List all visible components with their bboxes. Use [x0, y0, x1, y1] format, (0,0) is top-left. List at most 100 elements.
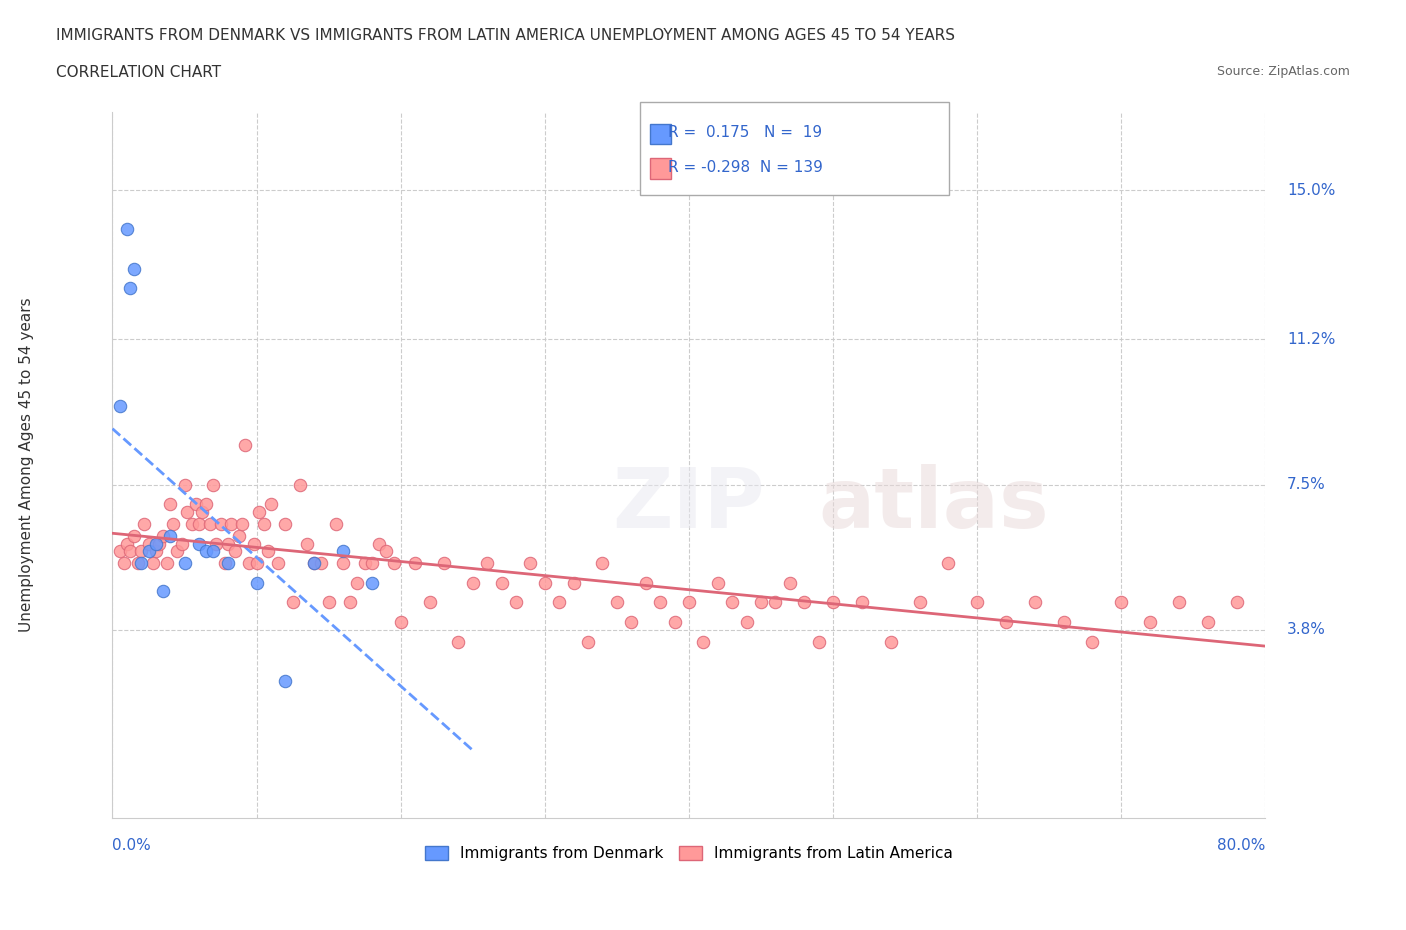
Point — [1139, 615, 1161, 630]
Point — [156, 556, 179, 571]
Point — [1197, 615, 1219, 630]
Point — [184, 497, 207, 512]
Point — [620, 615, 643, 630]
Point — [191, 505, 214, 520]
Point — [214, 556, 236, 571]
Point — [202, 477, 225, 492]
Point — [1111, 595, 1133, 610]
Point — [851, 595, 873, 610]
Text: R = -0.298  N = 139: R = -0.298 N = 139 — [668, 160, 823, 175]
Point — [721, 595, 744, 610]
Point — [505, 595, 527, 610]
Point — [142, 556, 165, 571]
Legend: Immigrants from Denmark, Immigrants from Latin America: Immigrants from Denmark, Immigrants from… — [419, 840, 959, 868]
Point — [217, 536, 239, 551]
Point — [908, 595, 931, 610]
Point — [159, 528, 181, 543]
Point — [735, 615, 758, 630]
Point — [159, 497, 181, 512]
Point — [491, 576, 513, 591]
Point — [127, 556, 149, 571]
Point — [707, 576, 730, 591]
Point — [1024, 595, 1046, 610]
Point — [419, 595, 441, 610]
Point — [562, 576, 585, 591]
Point — [361, 556, 384, 571]
Point — [765, 595, 787, 610]
Point — [606, 595, 628, 610]
Point — [148, 536, 170, 551]
Point — [138, 536, 160, 551]
Point — [118, 544, 141, 559]
Point — [433, 556, 456, 571]
Point — [274, 516, 297, 531]
Point — [325, 516, 347, 531]
Text: 15.0%: 15.0% — [1286, 182, 1336, 198]
Point — [339, 595, 361, 610]
Point — [217, 556, 239, 571]
Point — [274, 673, 297, 688]
Point — [534, 576, 557, 591]
Point — [692, 634, 714, 649]
Point — [1168, 595, 1191, 610]
Point — [200, 516, 222, 531]
Point — [749, 595, 772, 610]
Point — [678, 595, 700, 610]
Point — [382, 556, 405, 571]
Point — [634, 576, 657, 591]
Point — [122, 528, 145, 543]
Point — [170, 536, 193, 551]
Point — [202, 544, 225, 559]
Text: 80.0%: 80.0% — [1218, 838, 1265, 853]
Point — [779, 576, 801, 591]
Point — [368, 536, 391, 551]
Point — [650, 595, 672, 610]
Point — [162, 516, 184, 531]
Point — [115, 222, 138, 237]
Point — [219, 516, 242, 531]
Point — [1081, 634, 1104, 649]
Point — [311, 556, 333, 571]
Text: 3.8%: 3.8% — [1286, 622, 1326, 637]
Point — [233, 438, 256, 453]
Point — [253, 516, 276, 531]
Point — [295, 536, 318, 551]
Point — [249, 505, 271, 520]
Point — [224, 544, 246, 559]
Point — [115, 536, 138, 551]
Point — [238, 556, 260, 571]
Text: R =  0.175   N =  19: R = 0.175 N = 19 — [668, 126, 823, 140]
Point — [242, 536, 264, 551]
Point — [304, 556, 326, 571]
Point — [152, 528, 174, 543]
Point — [880, 634, 903, 649]
Point — [257, 544, 280, 559]
Point — [447, 634, 470, 649]
Point — [129, 556, 153, 571]
Point — [166, 544, 188, 559]
Point — [112, 556, 135, 571]
Point — [138, 544, 160, 559]
Point — [145, 544, 167, 559]
Point — [966, 595, 988, 610]
Point — [576, 634, 599, 649]
Point — [793, 595, 815, 610]
Point — [180, 516, 202, 531]
Point — [267, 556, 290, 571]
Point — [1226, 595, 1249, 610]
Point — [548, 595, 571, 610]
Text: 0.0%: 0.0% — [112, 838, 152, 853]
Point — [821, 595, 844, 610]
Point — [375, 544, 398, 559]
Point — [260, 497, 283, 512]
Point — [664, 615, 686, 630]
Point — [134, 516, 156, 531]
Point — [332, 544, 354, 559]
Point — [246, 576, 269, 591]
Point — [404, 556, 426, 571]
Point — [228, 528, 250, 543]
Point — [332, 556, 354, 571]
Text: CORRELATION CHART: CORRELATION CHART — [56, 65, 221, 80]
Text: Unemployment Among Ages 45 to 54 years: Unemployment Among Ages 45 to 54 years — [18, 298, 34, 632]
Point — [361, 576, 384, 591]
